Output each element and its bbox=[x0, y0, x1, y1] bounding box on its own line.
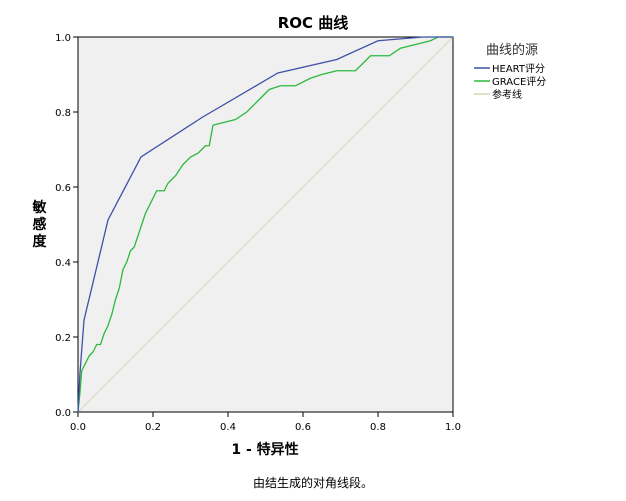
legend-entry: GRACE评分 bbox=[492, 76, 546, 88]
x-tick-label: 0.8 bbox=[370, 422, 386, 433]
series-line-0 bbox=[77, 36, 453, 413]
legend-entry: HEART评分 bbox=[492, 63, 545, 75]
x-axis-label: 1 - 特异性 bbox=[231, 441, 298, 458]
chart-title: ROC 曲线 bbox=[278, 14, 349, 32]
x-tick-label: 0.0 bbox=[70, 422, 86, 433]
x-tick-label: 1.0 bbox=[445, 422, 461, 433]
x-tick-label: 0.6 bbox=[295, 422, 311, 433]
y-axis-label: 敏感度 bbox=[32, 200, 47, 250]
legend-title: 曲线的源 bbox=[486, 42, 538, 58]
legend-entry: 参考线 bbox=[492, 88, 522, 101]
y-tick-label: 1.0 bbox=[55, 33, 71, 44]
series-line-2 bbox=[77, 36, 454, 413]
series-line-1 bbox=[77, 36, 453, 413]
y-tick-label: 0.6 bbox=[55, 183, 71, 194]
x-tick-label: 0.2 bbox=[145, 422, 161, 433]
y-tick-label: 0.0 bbox=[55, 408, 71, 419]
footnote: 由结生成的对角线段。 bbox=[253, 475, 373, 490]
y-tick-label: 0.4 bbox=[55, 258, 71, 269]
y-tick-label: 0.2 bbox=[55, 333, 71, 344]
y-tick-label: 0.8 bbox=[55, 108, 71, 119]
x-tick-label: 0.4 bbox=[220, 422, 236, 433]
